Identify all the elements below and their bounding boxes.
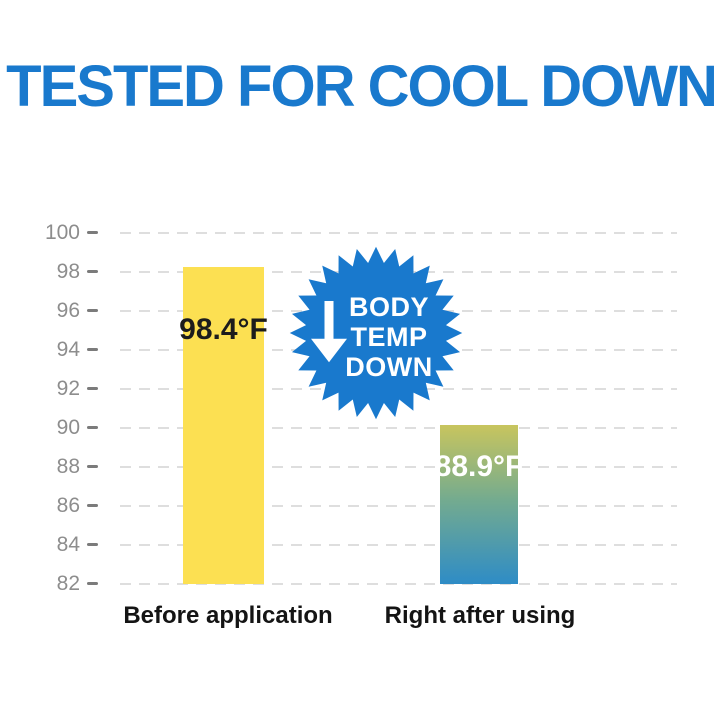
- y-tick-label: 82: [56, 572, 80, 595]
- chart-title: TESTED FOR COOL DOWN: [6, 54, 718, 119]
- gridline: [120, 583, 677, 585]
- bar-value-label: 98.4°F: [179, 313, 268, 346]
- badge-line-3: DOWN: [345, 352, 433, 382]
- starburst-icon: [289, 246, 463, 420]
- bar-right-after-using: 88.9°F: [435, 425, 523, 584]
- x-label-before-application: Before application: [123, 602, 333, 629]
- bar-value-label: 88.9°F: [434, 450, 524, 483]
- y-tick-label: 86: [56, 494, 80, 517]
- x-label-right-after-using: Right after using: [384, 602, 576, 629]
- body-temp-down-badge: BODY TEMP DOWN: [288, 245, 464, 421]
- y-tick-mark: [87, 582, 98, 585]
- y-tick-label: 88: [56, 455, 80, 478]
- y-tick-label: 100: [44, 221, 80, 244]
- y-tick-mark: [87, 504, 98, 507]
- gridline: [120, 427, 677, 429]
- y-tick-mark: [87, 543, 98, 546]
- y-tick-label: 92: [56, 377, 80, 400]
- y-tick-label: 84: [56, 533, 80, 556]
- gridline: [120, 466, 677, 468]
- bar-before-application: 98.4°F: [179, 267, 268, 584]
- y-tick-mark: [87, 426, 98, 429]
- y-tick-mark: [87, 348, 98, 351]
- gridline: [120, 505, 677, 507]
- y-tick-mark: [87, 465, 98, 468]
- gridline: [120, 232, 677, 234]
- y-tick-mark: [87, 270, 98, 273]
- y-tick-label: 90: [56, 416, 80, 439]
- y-tick-label: 98: [56, 260, 80, 283]
- badge-line-1: BODY: [348, 292, 429, 322]
- badge-text: BODY TEMP DOWN: [324, 292, 454, 382]
- starburst-shape: [289, 246, 463, 420]
- y-tick-label: 96: [56, 299, 80, 322]
- y-tick-mark: [87, 231, 98, 234]
- y-tick-mark: [87, 309, 98, 312]
- down-arrow-icon: [311, 301, 347, 363]
- y-tick-label: 94: [56, 338, 80, 361]
- y-tick-mark: [87, 387, 98, 390]
- badge-line-2: TEMP: [350, 322, 428, 352]
- gridline: [120, 544, 677, 546]
